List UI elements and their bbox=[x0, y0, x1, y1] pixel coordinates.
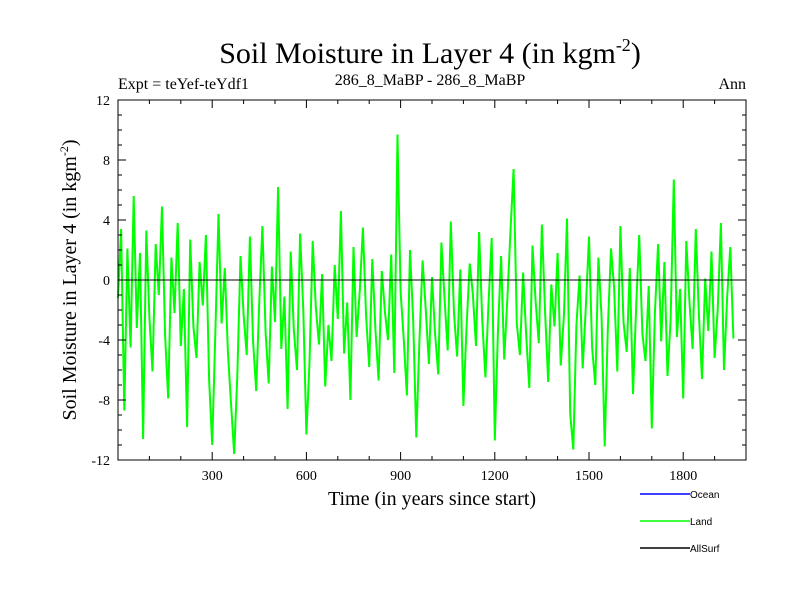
period-label: 286_8_MaBP - 286_8_MaBP bbox=[335, 72, 526, 89]
legend-label-land: Land bbox=[690, 517, 712, 528]
y-axis-label-sup: -2 bbox=[57, 146, 71, 156]
y-tick-label: 12 bbox=[96, 94, 110, 109]
legend-label-ocean: Ocean bbox=[690, 490, 719, 501]
y-tick-label: -12 bbox=[91, 454, 110, 469]
series-line-land bbox=[117, 134, 735, 455]
y-tick-label: -4 bbox=[98, 334, 110, 349]
x-tick-label: 1500 bbox=[575, 469, 603, 484]
y-tick-label: -8 bbox=[98, 394, 110, 409]
x-axis-label: Time (in years since start) bbox=[328, 488, 536, 510]
x-tick-label: 600 bbox=[296, 469, 317, 484]
plot-frame bbox=[117, 99, 747, 461]
y-tick-label: 4 bbox=[103, 214, 110, 229]
x-tick-label: 1200 bbox=[481, 469, 509, 484]
chart-title-sup: -2 bbox=[616, 35, 631, 55]
x-tick-label: 1800 bbox=[669, 469, 697, 484]
y-tick-label: 0 bbox=[103, 274, 110, 289]
y-tick-label: 8 bbox=[103, 154, 110, 169]
y-axis-label: Soil Moisture in Layer 4 (in kgm-2) bbox=[57, 139, 81, 420]
chart-title: Soil Moisture in Layer 4 (in kgm-2) bbox=[219, 35, 641, 70]
x-tick-label: 900 bbox=[390, 469, 411, 484]
x-tick-label: 300 bbox=[202, 469, 223, 484]
y-axis-label-text: Soil Moisture in Layer 4 (in kgm bbox=[59, 156, 81, 421]
legend-label-allsurf: AllSurf bbox=[690, 544, 720, 555]
chart-title-text: Soil Moisture in Layer 4 (in kgm bbox=[219, 37, 616, 70]
chart-title-close: ) bbox=[631, 37, 641, 70]
season-label: Ann bbox=[718, 76, 746, 93]
y-axis-label-close: ) bbox=[59, 139, 81, 146]
expt-label: Expt = teYef-teYdf1 bbox=[118, 76, 249, 93]
plot-area: -12 -8 -4 0 4 8 12 300 600 900 1200 1500 1800 bbox=[91, 94, 746, 484]
legend: Ocean Land AllSurf bbox=[640, 490, 720, 555]
